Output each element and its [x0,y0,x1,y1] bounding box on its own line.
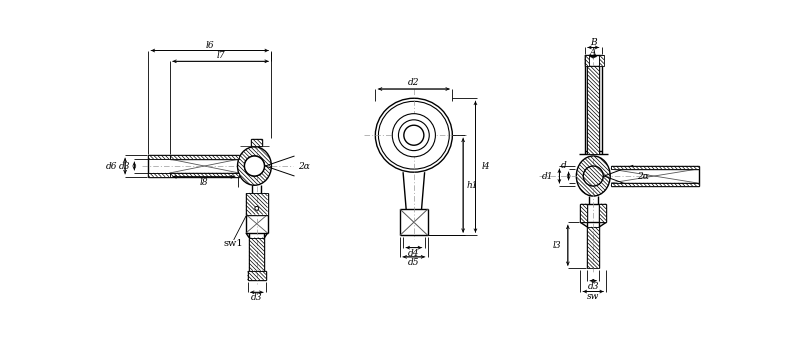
Bar [599,204,606,222]
Text: d6: d6 [106,162,118,171]
Text: d5: d5 [408,258,420,267]
Bar [246,193,267,215]
Bar [587,66,599,154]
Bar [587,66,599,154]
Text: d3: d3 [119,162,130,171]
Bar [580,204,587,222]
Ellipse shape [238,147,271,185]
Bar [587,227,599,268]
Bar [247,271,266,280]
Text: d: d [561,161,566,170]
Circle shape [392,114,435,157]
Bar [587,227,599,268]
Text: sw1: sw1 [224,239,243,248]
Ellipse shape [378,101,450,169]
Bar [585,55,590,66]
Bar [585,55,590,66]
Bar [249,238,265,271]
Bar [599,55,604,66]
Bar [246,193,267,215]
Bar [170,155,239,159]
Bar [247,271,266,280]
Bar [599,55,604,66]
Text: 2α: 2α [637,172,649,181]
Text: d1: d1 [542,172,554,181]
Bar [611,183,698,186]
Circle shape [255,206,258,210]
Text: 2α: 2α [298,162,310,171]
Circle shape [398,120,430,151]
Text: h1: h1 [467,181,478,190]
Text: l6: l6 [206,41,214,50]
Ellipse shape [576,156,610,196]
Circle shape [404,125,424,145]
Ellipse shape [375,98,452,172]
Bar [611,166,698,169]
Text: l8: l8 [199,178,208,187]
Bar [170,173,239,177]
Bar [251,139,262,146]
Bar [170,155,239,159]
Bar [148,173,170,177]
Text: sw: sw [587,292,599,301]
Bar [148,155,170,159]
Text: d4: d4 [408,248,420,258]
Bar [148,173,170,177]
Text: B: B [590,38,597,47]
Bar [599,204,606,222]
Bar [148,155,170,159]
Bar [170,173,239,177]
Bar [249,238,265,271]
Text: l3: l3 [553,241,562,250]
Text: d3: d3 [251,293,262,302]
Ellipse shape [245,156,265,176]
Ellipse shape [583,166,603,186]
Text: d3: d3 [587,282,599,291]
Text: d2: d2 [408,78,420,87]
Text: A: A [590,47,597,56]
Text: l4: l4 [482,162,490,171]
Bar [251,139,262,146]
Bar [611,183,698,186]
Text: l7: l7 [216,51,225,61]
Bar [611,166,698,169]
Bar [580,204,587,222]
Circle shape [245,156,265,176]
